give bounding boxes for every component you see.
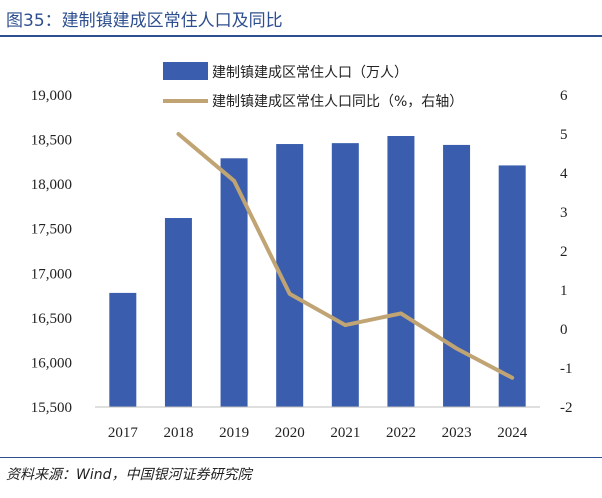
x-axis: 2017 2018 2019 2020 2021 2022 2023 2024: [95, 406, 540, 441]
right-tick-label: -2: [560, 400, 573, 416]
legend-label-bar: 建制镇建成区常住人口（万人）: [212, 65, 408, 81]
bars: [109, 136, 526, 408]
title-rule: [0, 35, 602, 37]
bar-2023: [443, 144, 471, 408]
left-tick-label: 17,000: [31, 266, 72, 282]
left-tick-label: 17,500: [31, 222, 72, 238]
x-tick-label: 2019: [219, 425, 249, 441]
x-tick-label: 2020: [275, 425, 305, 441]
bar-2024: [498, 165, 526, 407]
right-axis: -2 -1 0 1 2 3 4 5 6: [560, 88, 573, 416]
bar-2021: [331, 143, 359, 407]
legend: 建制镇建成区常住人口（万人） 建制镇建成区常住人口同比（%，右轴）: [163, 62, 463, 110]
right-tick-label: 3: [560, 205, 568, 221]
bar-2022: [387, 136, 415, 407]
left-tick-label: 16,000: [31, 355, 72, 371]
source-note: 资料来源：Wind，中国银河证券研究院: [6, 467, 252, 483]
x-tick-label: 2018: [163, 425, 193, 441]
left-axis: 15,500 16,000 16,500 17,000 17,500 18,000 18,5…: [31, 88, 72, 416]
right-tick-label: 6: [560, 88, 568, 104]
source-rule: [0, 457, 602, 458]
line-series: [176, 132, 515, 380]
right-tick-label: 1: [560, 283, 568, 299]
left-tick-label: 19,000: [31, 88, 72, 104]
x-tick-label: 2021: [330, 425, 360, 441]
x-tick-label: 2024: [497, 425, 528, 441]
left-tick-label: 18,000: [31, 177, 72, 193]
bar-2017: [109, 292, 137, 407]
right-tick-label: 4: [560, 166, 568, 182]
x-tick-label: 2017: [108, 425, 139, 441]
right-tick-label: 0: [560, 322, 568, 338]
right-tick-label: -1: [560, 361, 573, 377]
bar-2018: [164, 218, 192, 407]
x-tick-label: 2022: [386, 425, 416, 441]
left-tick-label: 16,500: [31, 311, 72, 327]
legend-label-line: 建制镇建成区常住人口同比（%，右轴）: [212, 94, 463, 110]
left-tick-label: 15,500: [31, 400, 72, 416]
chart-title: 图35：建制镇建成区常住人口及同比: [6, 11, 283, 31]
legend-swatch-bar: [163, 62, 208, 80]
right-tick-label: 5: [560, 127, 568, 143]
right-tick-label: 2: [560, 244, 568, 260]
chart: 建制镇建成区常住人口（万人）建制镇建成区常住人口同比（%，右轴） 15,5001…: [31, 62, 573, 441]
left-tick-label: 18,500: [31, 133, 72, 149]
x-tick-label: 2023: [442, 425, 472, 441]
